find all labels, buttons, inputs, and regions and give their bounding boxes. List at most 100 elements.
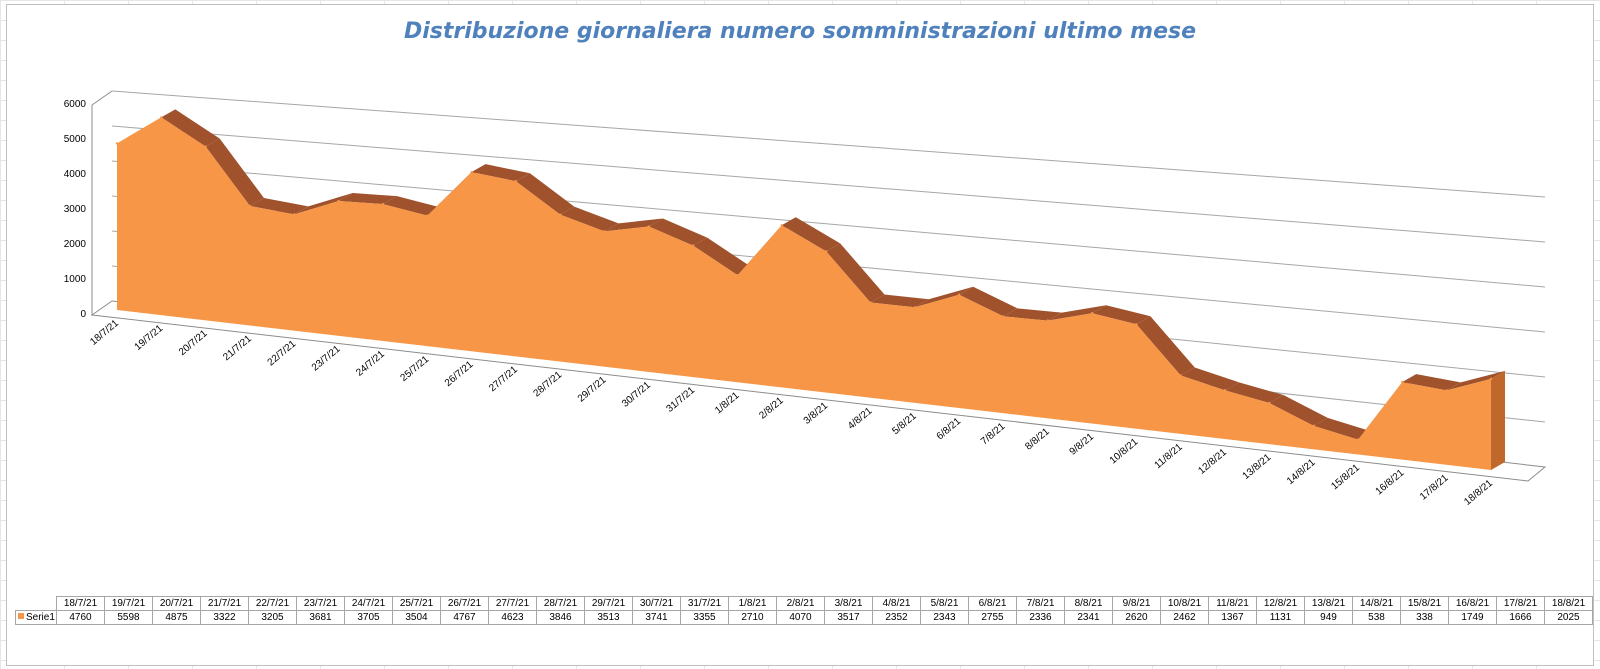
x-tick-label: 11/8/21 [1153,441,1185,471]
table-header-cell: 19/7/21 [104,596,153,611]
table-value-cell: 3504 [392,610,441,625]
area-depth-face [1092,305,1151,325]
area-depth-face [1180,367,1240,391]
data-point [1090,312,1094,315]
area-depth-face [781,217,841,252]
area-depth-face [1003,308,1062,321]
table-header-cell: 30/7/21 [632,596,681,611]
legend-key: Serie1 [15,610,57,625]
table-value-cell: 3322 [200,610,249,625]
table-header-cell: 14/8/21 [1352,596,1401,611]
area-depth-face [338,193,397,205]
table-header-cell: 16/8/21 [1448,596,1497,611]
table-header-cell: 29/7/21 [584,596,633,611]
table-header-cell: 18/7/21 [56,596,105,611]
data-point [559,213,562,216]
area-depth-face [294,193,353,215]
x-tick-label: 7/8/21 [979,421,1008,448]
x-tick-label: 29/7/21 [576,374,609,404]
table-value-cell: 538 [1352,610,1401,625]
x-tick-label: 27/7/21 [487,364,520,394]
table-header-cell: 2/8/21 [776,596,825,611]
table-value-cell: 2352 [872,610,921,625]
series-name: Serie1 [26,612,55,623]
x-tick-label: 26/7/21 [443,359,476,389]
table-header-cell: 31/7/21 [680,596,729,611]
table-header-cell: 7/8/21 [1016,596,1065,611]
table-header-cell: 15/8/21 [1400,596,1449,611]
x-tick-label: 15/8/21 [1329,462,1362,492]
area-depth-face [1446,370,1505,391]
x-tick-label: 13/8/21 [1241,452,1274,482]
data-point [869,301,872,304]
data-point [603,230,606,233]
data-point [470,170,473,174]
x-tick-label: 2/8/21 [757,395,786,422]
area-depth-face [826,243,885,303]
data-point [647,225,651,228]
area-depth-face [1313,417,1373,440]
x-tick-label: 25/7/21 [399,354,432,384]
area-depth-face [560,206,619,232]
table-value-cell: 3846 [536,610,585,625]
area-series-serie1 [117,117,1491,471]
data-point [426,214,429,217]
data-point [1046,319,1049,322]
table-value-cell: 2462 [1160,610,1209,625]
area-depth-face [1047,305,1107,321]
table-header-cell: 11/8/21 [1208,596,1257,611]
table-value-cell: 4623 [488,610,537,625]
x-tick-label: 9/8/21 [1068,431,1097,458]
table-value-cell: 3513 [584,610,633,625]
data-point [913,306,917,309]
table-value-cell: 1749 [1448,610,1497,625]
table-header-cell: 20/7/21 [152,596,201,611]
data-point [160,116,163,119]
data-point [957,293,961,296]
x-tick-label: 5/8/21 [890,410,919,437]
table-header-cell: 9/8/21 [1112,596,1161,611]
data-point [293,213,296,216]
y-axis-top-edge [91,90,113,106]
table-header-cell: 27/7/21 [488,596,537,611]
table-value-cell: 4767 [440,610,489,625]
x-tick-label: 24/7/21 [354,349,387,379]
table-value-cell: 338 [1400,610,1449,625]
data-point [337,199,340,203]
data-point [204,145,207,148]
area-depth-face [914,286,974,308]
table-value-cell: 2336 [1016,610,1065,625]
data-point [1445,389,1448,392]
x-tick-label: 17/8/21 [1418,472,1451,502]
data-point [1223,389,1227,392]
y-tick-label: 0 [80,309,86,320]
data-point [1312,424,1315,428]
table-value-cell: 3681 [296,610,345,625]
data-point [1401,380,1404,384]
table-header-cell: 17/8/21 [1496,596,1545,611]
table-value-cell: 2343 [920,610,969,625]
table-value-cell: 4070 [776,610,825,625]
table-header-cell: 4/8/21 [872,596,921,611]
gridline [111,125,1546,243]
x-tick-label: 18/8/21 [1462,478,1495,508]
table-value-cell: 3705 [344,610,393,625]
chart-area: Distribuzione giornaliera numero sommini… [6,4,1594,666]
data-point [824,250,828,253]
data-point [736,273,739,277]
x-tick-label: 31/7/21 [664,385,697,415]
table-value-cell: 3355 [680,610,729,625]
table-value-cell: 2025 [1544,610,1593,625]
table-value-cell: 3517 [824,610,873,625]
table-header-cell: 8/8/21 [1064,596,1113,611]
table-header-cell: 18/8/21 [1544,596,1593,611]
x-tick-label: 18/7/21 [88,318,121,348]
area-depth-face [161,109,220,147]
data-table-row: Serie1 4760 5598 4875 3322 3205 3681 3705 3504 4… [15,610,1593,625]
x-tick-label: 22/7/21 [266,338,299,368]
gridline [111,160,1546,288]
x-tick-label: 10/8/21 [1108,436,1141,466]
table-header-cell: 26/7/21 [440,596,489,611]
table-value-cell: 4760 [56,610,105,625]
table-header-cell: 23/7/21 [296,596,345,611]
